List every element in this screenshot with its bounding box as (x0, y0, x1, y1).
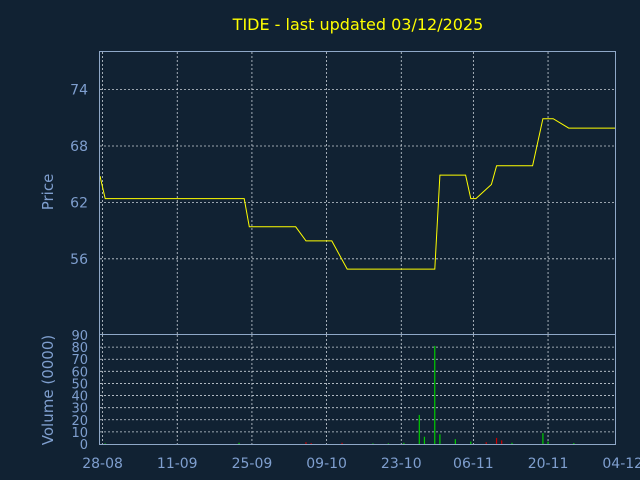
x-tick-label: 20-11 (528, 456, 569, 472)
price-y-tick-label: 56 (70, 252, 88, 268)
volume-y-tick-label: 50 (71, 377, 88, 392)
price-y-ticks: 74 68 62 56 (70, 83, 88, 268)
chart-title: TIDE - last updated 03/12/2025 (232, 15, 484, 34)
x-tick-label: 28-08 (82, 456, 123, 472)
volume-y-tick-label: 10 (71, 426, 88, 441)
volume-y-tick-label: 90 (71, 329, 88, 344)
volume-y-tick-label: 30 (71, 402, 88, 417)
x-axis-ticks: 28-08 11-09 25-09 09-10 23-10 06-11 20-11 04-12 (82, 456, 640, 472)
volume-panel-frame (99, 334, 616, 445)
price-y-tick-label: 62 (70, 195, 88, 211)
x-tick-label: 09-10 (306, 456, 347, 472)
price-gridlines (100, 52, 615, 334)
volume-y-tick-label: 40 (71, 390, 88, 405)
volume-y-tick-label: 70 (71, 353, 88, 368)
x-tick-label: 23-10 (381, 456, 422, 472)
volume-gridlines (100, 335, 615, 444)
volume-y-tick-label: 60 (71, 365, 88, 380)
volume-y-tick-label: 20 (71, 414, 88, 429)
x-tick-label: 04-12 (602, 456, 640, 472)
x-tick-label: 06-11 (453, 456, 494, 472)
volume-axis-label: Volume (0000) (39, 335, 57, 445)
price-y-tick-label: 74 (70, 83, 88, 99)
x-tick-label: 25-09 (232, 456, 273, 472)
price-y-tick-label: 68 (70, 139, 88, 155)
price-axis-label: Price (39, 174, 57, 211)
volume-bars (104, 345, 575, 444)
x-tick-label: 11-09 (157, 456, 198, 472)
volume-y-tick-label: 0 (80, 438, 88, 453)
volume-y-tick-label: 80 (71, 341, 88, 356)
price-line (99, 118, 615, 270)
